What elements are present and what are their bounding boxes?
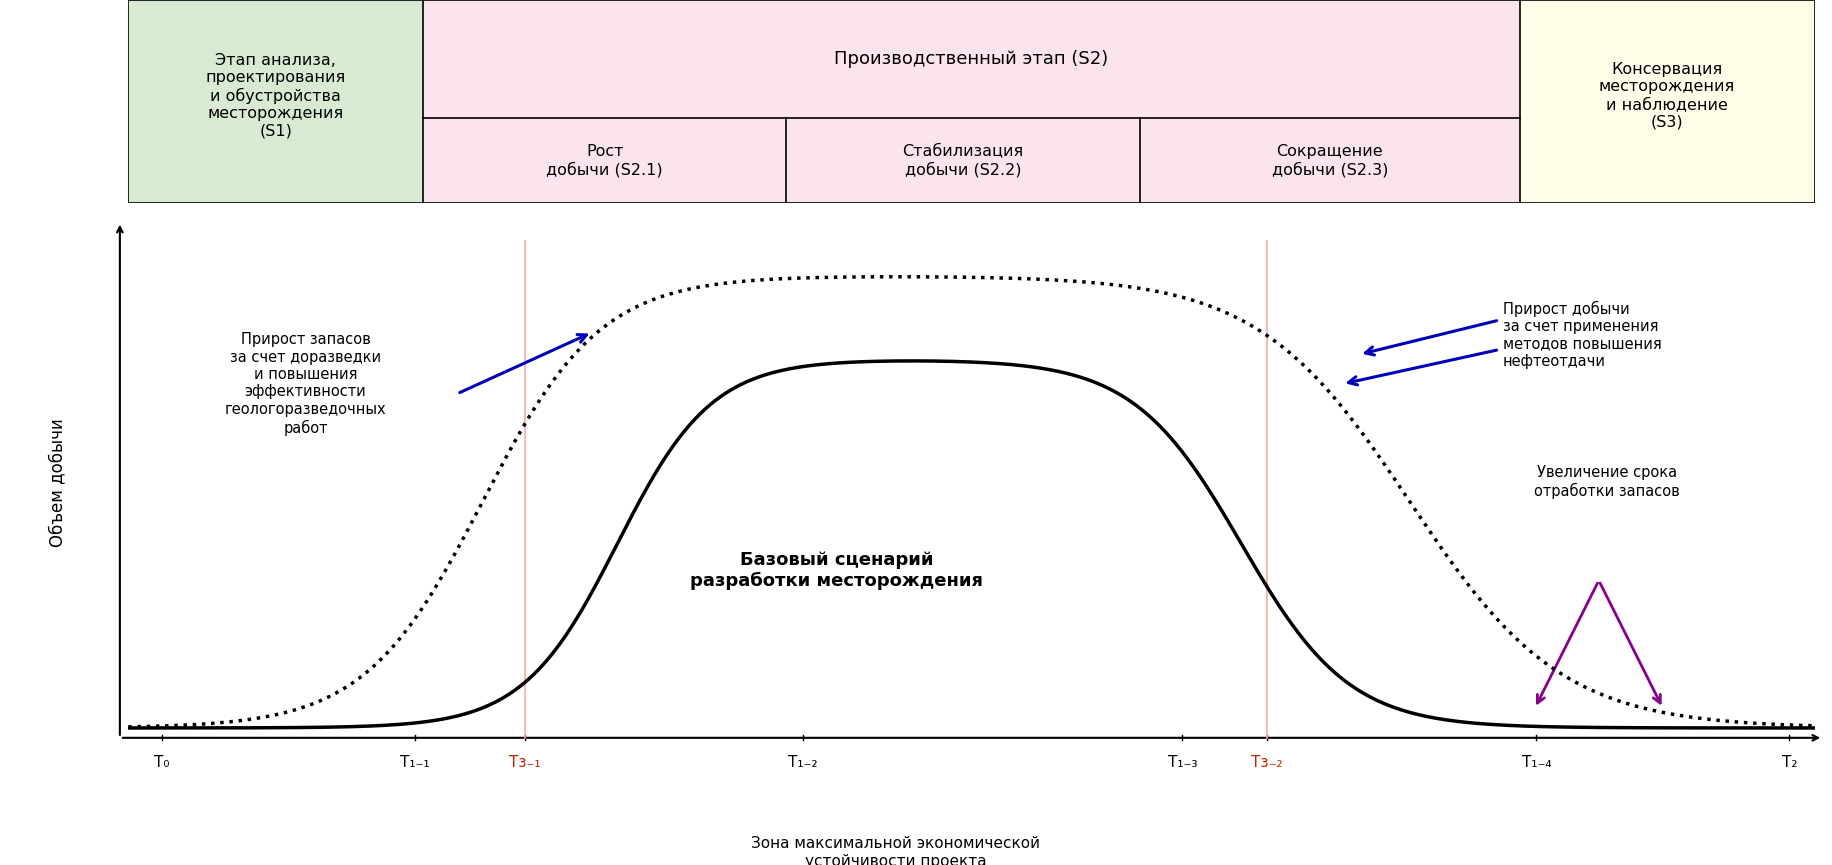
Text: T₁₋₂: T₁₋₂ (788, 755, 817, 770)
Text: Объем добычи: Объем добычи (48, 418, 66, 547)
Text: Производственный этап (S2): Производственный этап (S2) (834, 50, 1108, 68)
Text: Прирост добычи
за счет применения
методов повышения
нефтеотдачи: Прирост добычи за счет применения методо… (1502, 301, 1660, 369)
Bar (1519, 0, 1814, 203)
Bar (423, 0, 1519, 118)
Text: Увеличение срока
отработки запасов: Увеличение срока отработки запасов (1533, 465, 1680, 499)
Text: Стабилизация
добычи (S2.2): Стабилизация добычи (S2.2) (901, 144, 1022, 177)
Text: Сокращение
добычи (S2.3): Сокращение добычи (S2.3) (1271, 144, 1387, 177)
Text: T₁₋₁: T₁₋₁ (399, 755, 429, 770)
Text: Рост
добычи (S2.1): Рост добычи (S2.1) (546, 144, 663, 177)
Bar (786, 118, 1140, 203)
Text: Этап анализа,
проектирования
и обустройства
месторождения
(S1): Этап анализа, проектирования и обустройс… (205, 53, 346, 138)
Text: Зона максимальной экономической
устойчивости проекта: Зона максимальной экономической устойчив… (751, 836, 1039, 865)
Text: Tз₋₂: Tз₋₂ (1249, 755, 1282, 770)
Bar (128, 0, 423, 203)
Text: T₂: T₂ (1781, 755, 1795, 770)
Text: Консервация
месторождения
и наблюдение
(S3): Консервация месторождения и наблюдение (… (1598, 62, 1735, 129)
Text: Tз₋₁: Tз₋₁ (509, 755, 540, 770)
Bar (1140, 118, 1519, 203)
Text: Базовый сценарий
разработки месторождения: Базовый сценарий разработки месторождени… (689, 551, 982, 590)
Text: Прирост запасов
за счет доразведки
и повышения
эффективности
геологоразведочных
: Прирост запасов за счет доразведки и пов… (225, 332, 387, 436)
Text: T₀: T₀ (154, 755, 170, 770)
Bar (423, 118, 786, 203)
Text: T₁₋₄: T₁₋₄ (1521, 755, 1550, 770)
Text: T₁₋₃: T₁₋₃ (1167, 755, 1196, 770)
